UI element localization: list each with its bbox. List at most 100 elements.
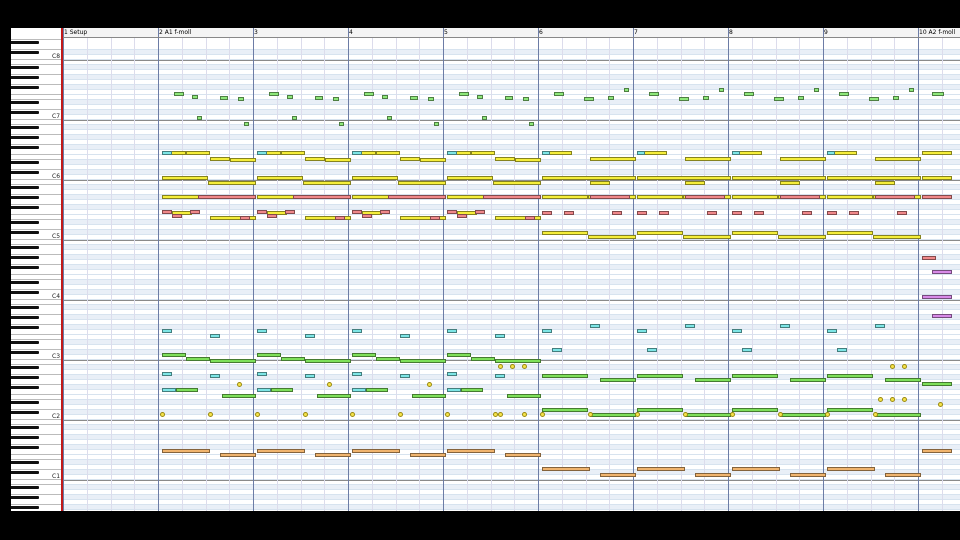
note-accomp-green[interactable] xyxy=(447,353,471,357)
note-bass[interactable] xyxy=(410,453,446,457)
measure-label[interactable]: 2 A1 f-moll xyxy=(159,29,192,36)
white-key[interactable] xyxy=(11,215,61,220)
measure-label[interactable]: 1 Setup xyxy=(64,29,88,36)
note-melody-yellow[interactable] xyxy=(780,181,800,185)
white-key[interactable] xyxy=(11,35,61,40)
pitch-lane[interactable] xyxy=(63,70,960,75)
pitch-lane[interactable] xyxy=(63,510,960,511)
note-percussion[interactable] xyxy=(303,412,308,417)
note-upper-green[interactable] xyxy=(315,96,323,100)
white-key[interactable] xyxy=(11,285,61,290)
note-harmony-red[interactable] xyxy=(267,214,277,218)
note-accomp-green[interactable] xyxy=(542,374,588,378)
note-upper-green[interactable] xyxy=(434,122,439,126)
pitch-lane[interactable] xyxy=(63,325,960,330)
black-key[interactable] xyxy=(11,291,39,294)
note-upper-green[interactable] xyxy=(382,95,388,99)
white-key[interactable] xyxy=(11,395,61,400)
note-upper-green[interactable] xyxy=(554,92,564,96)
white-key[interactable] xyxy=(11,360,61,365)
note-harmony-red[interactable] xyxy=(483,195,541,199)
note-melody-yellow[interactable] xyxy=(210,216,256,220)
pitch-lane[interactable] xyxy=(63,50,960,55)
note-melody-yellow[interactable] xyxy=(637,195,683,199)
note-percussion[interactable] xyxy=(873,412,878,417)
pitch-lane[interactable] xyxy=(63,495,960,500)
black-key[interactable] xyxy=(11,326,39,329)
note-harmony-red[interactable] xyxy=(849,211,859,215)
note-percussion[interactable] xyxy=(427,382,432,387)
note-upper-green[interactable] xyxy=(798,96,804,100)
pitch-lane[interactable] xyxy=(63,250,960,255)
note-harmony-red[interactable] xyxy=(564,211,574,215)
note-accomp-cyan[interactable] xyxy=(447,372,457,376)
pitch-lane[interactable] xyxy=(63,60,960,65)
note-percussion[interactable] xyxy=(237,382,242,387)
pitch-lane[interactable] xyxy=(63,75,960,80)
measure-label[interactable]: 5 xyxy=(444,29,448,36)
black-key[interactable] xyxy=(11,231,39,234)
note-melody-yellow[interactable] xyxy=(400,216,446,220)
note-accomp-cyan[interactable] xyxy=(827,329,837,333)
note-percussion[interactable] xyxy=(902,364,907,369)
note-melody-yellow[interactable] xyxy=(685,181,705,185)
note-accomp-green[interactable] xyxy=(317,394,351,398)
note-melody-yellow[interactable] xyxy=(732,231,778,235)
note-harmony-red[interactable] xyxy=(293,195,351,199)
note-accomp-cyan[interactable] xyxy=(447,151,457,155)
black-key[interactable] xyxy=(11,206,39,209)
white-key[interactable] xyxy=(11,355,61,360)
note-accomp-green[interactable] xyxy=(875,413,921,417)
note-percussion[interactable] xyxy=(398,412,403,417)
note-upper-green[interactable] xyxy=(893,96,899,100)
note-harmony-red[interactable] xyxy=(685,195,725,199)
pitch-lane[interactable] xyxy=(63,260,960,265)
note-upper-green[interactable] xyxy=(197,116,202,120)
measure-ruler[interactable]: 1 Setup 2 A1 f-moll 3 4 5 6 7 8 9 10 A2 f-moll xyxy=(63,28,960,38)
white-key[interactable] xyxy=(11,225,61,230)
note-accomp-green[interactable] xyxy=(400,359,446,363)
note-accomp-cyan[interactable] xyxy=(495,334,505,338)
note-upper-green[interactable] xyxy=(387,116,392,120)
black-key[interactable] xyxy=(11,126,39,129)
pitch-lane[interactable] xyxy=(63,470,960,475)
note-percussion[interactable] xyxy=(683,412,688,417)
white-key[interactable] xyxy=(11,155,61,160)
note-upper-green[interactable] xyxy=(505,96,513,100)
note-accomp-cyan[interactable] xyxy=(732,329,742,333)
note-melody-yellow[interactable] xyxy=(685,157,731,161)
white-key[interactable] xyxy=(11,210,61,215)
pitch-lane[interactable] xyxy=(63,140,960,145)
note-upper-green[interactable] xyxy=(482,116,487,120)
note-accomp-cyan[interactable] xyxy=(495,374,505,378)
white-key[interactable] xyxy=(11,130,61,135)
note-percussion[interactable] xyxy=(350,412,355,417)
note-accomp-cyan[interactable] xyxy=(732,151,740,155)
note-harmony-red[interactable] xyxy=(780,195,820,199)
note-harmony-red[interactable] xyxy=(590,195,630,199)
pitch-lane[interactable] xyxy=(63,160,960,165)
note-accomp-green[interactable] xyxy=(827,408,873,412)
note-harmony-red[interactable] xyxy=(430,216,440,220)
note-accomp-green[interactable] xyxy=(922,382,952,386)
note-melody-yellow[interactable] xyxy=(447,195,485,199)
pitch-lane[interactable] xyxy=(63,200,960,205)
note-accomp-cyan[interactable] xyxy=(742,348,752,352)
white-key[interactable] xyxy=(11,440,61,445)
pitch-lane[interactable] xyxy=(63,225,960,230)
note-harmony-red[interactable] xyxy=(285,210,295,214)
note-melody-yellow[interactable] xyxy=(590,181,610,185)
pitch-lane[interactable] xyxy=(63,420,960,425)
note-harmony-red[interactable] xyxy=(335,216,345,220)
note-accomp-green[interactable] xyxy=(412,394,446,398)
note-melody-yellow[interactable] xyxy=(732,176,826,180)
note-harmony-red[interactable] xyxy=(257,210,267,214)
white-key[interactable] xyxy=(11,430,61,435)
note-melody-yellow[interactable] xyxy=(186,151,210,155)
note-accomp-cyan[interactable] xyxy=(352,372,362,376)
white-key[interactable] xyxy=(11,275,61,280)
note-melody-yellow[interactable] xyxy=(352,176,398,180)
note-harmony-red[interactable] xyxy=(475,210,485,214)
note-percussion[interactable] xyxy=(498,412,503,417)
pitch-lane[interactable] xyxy=(63,130,960,135)
